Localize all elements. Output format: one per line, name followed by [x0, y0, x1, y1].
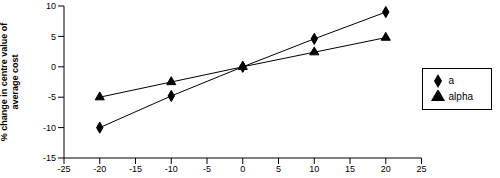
- svg-text:0: 0: [51, 62, 56, 72]
- svg-text:% change in centre value ofave: % change in centre value ofaverage cost: [8, 22, 20, 142]
- svg-text:15: 15: [345, 164, 355, 174]
- svg-text:20: 20: [381, 164, 391, 174]
- svg-text:0: 0: [240, 164, 245, 174]
- svg-text:-25: -25: [57, 164, 70, 174]
- svg-text:-15: -15: [129, 164, 142, 174]
- svg-text:5: 5: [51, 32, 56, 42]
- svg-text:-20: -20: [93, 164, 106, 174]
- svg-text:-10: -10: [165, 164, 178, 174]
- svg-text:10: 10: [46, 1, 56, 11]
- svg-text:25: 25: [417, 164, 427, 174]
- svg-text:-10: -10: [43, 123, 56, 133]
- html-text:a: a: [448, 75, 455, 86]
- svg-text:-5: -5: [203, 164, 211, 174]
- svg-text:10: 10: [309, 164, 319, 174]
- html-text:alpha: alpha: [448, 91, 473, 102]
- svg-text:5: 5: [276, 164, 281, 174]
- svg-text:-15: -15: [43, 153, 56, 163]
- svg-text:-5: -5: [48, 92, 56, 102]
